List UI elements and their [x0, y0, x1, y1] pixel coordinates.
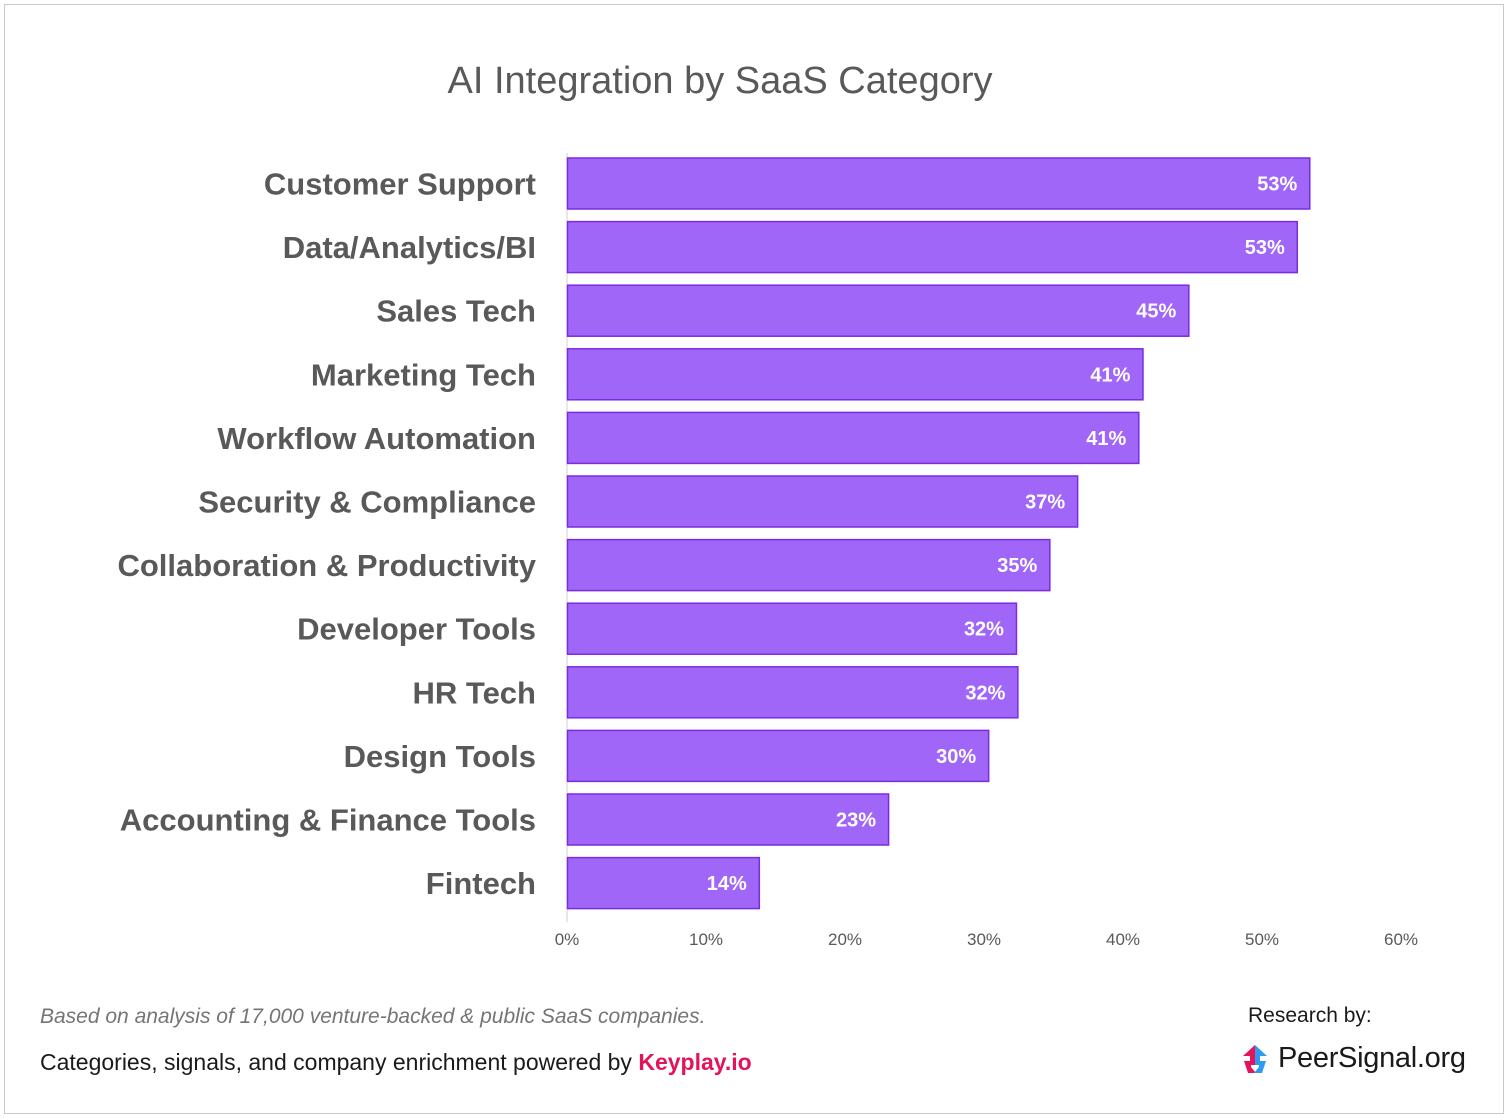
data-label-fintech: 14% — [707, 873, 747, 895]
footnote: Based on analysis of 17,000 venture-back… — [40, 1005, 706, 1028]
category-label-hr-tech: HR Tech — [413, 675, 536, 710]
data-label-hr-tech: 32% — [965, 682, 1005, 704]
data-label-collaboration-productivity: 35% — [997, 555, 1037, 577]
bar-fintech — [566, 856, 761, 910]
bar-hr-tech — [566, 666, 1019, 719]
data-label-sales-tech: 45% — [1136, 301, 1176, 323]
category-label-sales-tech: Sales Tech — [376, 294, 536, 329]
x-tick-label: 10% — [689, 930, 723, 949]
x-tick-label: 0% — [555, 930, 580, 949]
data-label-customer-support: 53% — [1257, 174, 1297, 196]
x-tick-label: 60% — [1384, 930, 1418, 949]
category-label-fintech: Fintech — [426, 866, 536, 901]
bar-customer-support — [566, 157, 1311, 210]
bar-design-tools — [566, 729, 990, 783]
credit-text: Categories, signals, and company enrichm… — [40, 1049, 639, 1075]
x-tick-label: 20% — [828, 930, 862, 949]
bar-developer-tools — [566, 602, 1018, 655]
chart-frame — [4, 4, 1504, 1114]
data-label-security-compliance: 37% — [1025, 492, 1065, 514]
x-tick-label: 30% — [967, 930, 1001, 949]
bar-chart: Customer Support 53% Data/Analytics/BI 53% S… — [117, 153, 1418, 949]
keyplay-link[interactable]: Keyplay.io — [638, 1049, 752, 1075]
data-label-workflow-automation: 41% — [1086, 428, 1126, 450]
data-label-accounting-finance-tools: 23% — [836, 810, 876, 832]
x-tick-label: 40% — [1106, 930, 1140, 949]
category-label-collaboration-productivity: Collaboration & Productivity — [117, 548, 536, 583]
data-label-marketing-tech: 41% — [1090, 364, 1130, 386]
data-label-data-analytics-bi: 53% — [1245, 237, 1285, 259]
x-tick-label: 50% — [1245, 930, 1279, 949]
chart-title: AI Integration by SaaS Category — [447, 60, 993, 102]
bar-marketing-tech — [566, 348, 1144, 401]
bar-accounting-finance-tools — [566, 793, 890, 846]
bar-collaboration-productivity — [566, 538, 1051, 592]
category-label-developer-tools: Developer Tools — [297, 612, 536, 647]
bar-sales-tech — [566, 284, 1190, 337]
data-label-design-tools: 30% — [936, 746, 976, 768]
research-label: Research by: — [1248, 1004, 1372, 1027]
bar-security-compliance — [566, 475, 1079, 528]
bar-workflow-automation — [566, 411, 1140, 465]
bar-data-analytics-bi — [566, 220, 1298, 274]
category-label-customer-support: Customer Support — [264, 167, 536, 202]
category-label-workflow-automation: Workflow Automation — [217, 421, 536, 456]
category-label-marketing-tech: Marketing Tech — [311, 357, 536, 392]
peersignal-logo-text: PeerSignal.org — [1278, 1042, 1466, 1074]
category-label-accounting-finance-tools: Accounting & Finance Tools — [120, 803, 536, 838]
credit-line: Categories, signals, and company enrichm… — [40, 1049, 752, 1076]
category-label-design-tools: Design Tools — [344, 739, 536, 774]
category-label-data-analytics-bi: Data/Analytics/BI — [283, 230, 536, 265]
category-label-security-compliance: Security & Compliance — [198, 485, 536, 520]
peersignal-logo: PeerSignal.org — [1240, 1042, 1466, 1075]
peersignal-logo-icon — [1243, 1044, 1267, 1073]
data-label-developer-tools: 32% — [964, 619, 1004, 641]
